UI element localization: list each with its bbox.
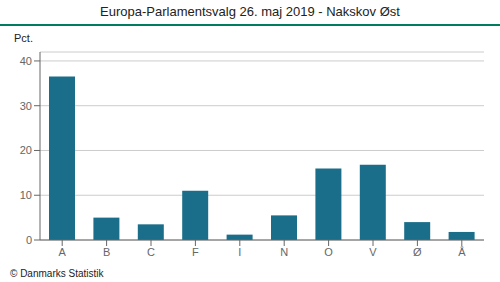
- svg-text:B: B: [103, 246, 110, 258]
- svg-text:O: O: [324, 246, 333, 258]
- html-text:Pct.: Pct.: [14, 32, 33, 44]
- svg-text:C: C: [147, 246, 155, 258]
- svg-text:0: 0: [26, 234, 32, 246]
- svg-text:F: F: [192, 246, 199, 258]
- svg-text:I: I: [238, 246, 241, 258]
- svg-text:V: V: [369, 246, 377, 258]
- svg-text:N: N: [280, 246, 288, 258]
- html-text:Europa-Parlamentsvalg 26. maj: Europa-Parlamentsvalg 26. maj 2019 - Nak…: [100, 4, 400, 19]
- html-text:© Danmarks Statistik: © Danmarks Statistik: [10, 268, 104, 279]
- svg-text:Ø: Ø: [413, 246, 422, 258]
- svg-text:10: 10: [20, 189, 32, 201]
- svg-text:40: 40: [20, 55, 32, 67]
- svg-text:Å: Å: [458, 246, 466, 258]
- svg-text:A: A: [59, 246, 67, 258]
- svg-text:20: 20: [20, 144, 32, 156]
- svg-text:30: 30: [20, 100, 32, 112]
